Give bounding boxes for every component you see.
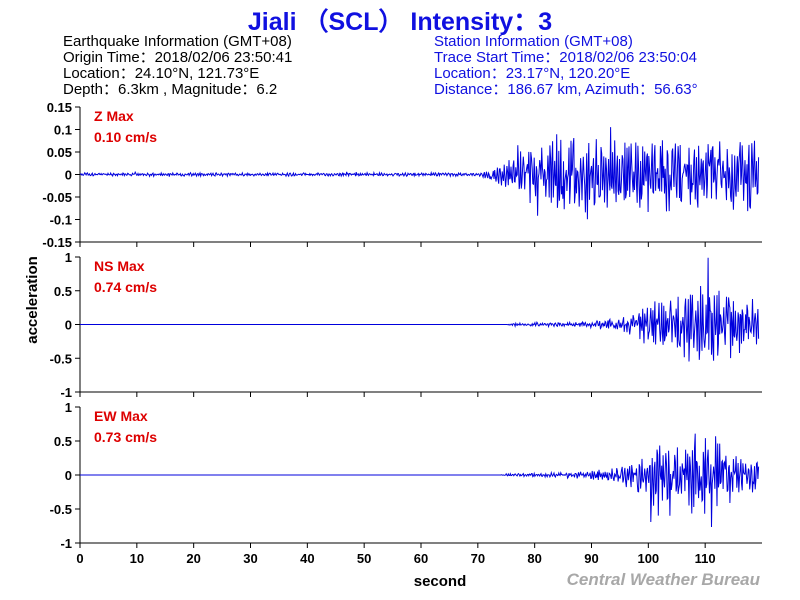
y-tick-label-0-5: 0.1 [54, 123, 72, 138]
x-tick-label-1: 10 [130, 551, 144, 566]
y-axis-title: acceleration [24, 256, 41, 344]
x-tick-label-6: 60 [414, 551, 428, 566]
x-tick-label-3: 30 [243, 551, 257, 566]
x-tick-label-4: 40 [300, 551, 314, 566]
y-tick-label-2-2: 0 [65, 468, 72, 483]
depth-magnitude: Depth：6.3km , Magnitude：6.2 [63, 81, 278, 98]
earthquake-info-heading: Earthquake Information (GMT+08) [63, 33, 292, 50]
station-info: Station Information (GMT+08) Trace Start… [434, 34, 698, 98]
panel-name-1: NS Max [94, 258, 145, 274]
trace-start-time: Trace Start Time：2018/02/06 23:50:04 [434, 49, 697, 66]
x-tick-label-2: 20 [186, 551, 200, 566]
y-tick-label-0-1: -0.1 [50, 213, 72, 228]
y-tick-label-2-0: -1 [60, 536, 72, 551]
x-tick-label-11: 110 [695, 551, 716, 566]
y-tick-label-0-3: 0 [65, 168, 72, 183]
y-tick-label-0-4: 0.05 [47, 145, 72, 160]
earthquake-location: Location：24.10°N, 121.73°E [63, 65, 260, 82]
panel-name-0: Z Max [94, 108, 134, 124]
y-tick-label-1-2: 0 [65, 318, 72, 333]
earthquake-info: Earthquake Information (GMT+08) Origin T… [63, 34, 292, 98]
panel-name-2: EW Max [94, 408, 148, 424]
y-tick-label-1-3: 0.5 [54, 284, 72, 299]
y-tick-label-0-6: 0.15 [47, 100, 72, 115]
waveform-ew [80, 433, 760, 528]
chart-title: Jiali （SCL） Intensity：3 [247, 8, 553, 36]
y-tick-label-1-1: -0.5 [50, 351, 72, 366]
y-tick-label-2-3: 0.5 [54, 434, 72, 449]
station-info-heading: Station Information (GMT+08) [434, 33, 633, 50]
panel-max-0: 0.10 cm/s [94, 129, 157, 145]
origin-time: Origin Time：2018/02/06 23:50:41 [63, 49, 293, 66]
station-location: Location：23.17°N, 120.20°E [434, 65, 631, 82]
y-tick-label-0-2: -0.05 [42, 190, 72, 205]
y-tick-label-2-1: -0.5 [50, 502, 72, 517]
x-tick-label-9: 90 [584, 551, 598, 566]
x-axis-title: second [414, 573, 467, 590]
y-tick-label-1-0: -1 [60, 385, 72, 400]
x-tick-label-8: 80 [527, 551, 541, 566]
waveform-z [79, 127, 760, 220]
panel-max-2: 0.73 cm/s [94, 429, 157, 445]
panel-max-1: 0.74 cm/s [94, 279, 157, 295]
credit-label: Central Weather Bureau [566, 570, 760, 589]
y-tick-label-2-4: 1 [65, 400, 72, 415]
x-tick-label-7: 70 [471, 551, 485, 566]
station-distance: Distance：186.67 km, Azimuth：56.63° [434, 81, 698, 98]
y-tick-label-0-0: -0.15 [42, 235, 72, 250]
x-tick-label-5: 50 [357, 551, 371, 566]
y-tick-label-1-4: 1 [65, 250, 72, 265]
x-tick-label-0: 0 [76, 551, 83, 566]
x-tick-label-10: 100 [637, 551, 659, 566]
waveform-ns [80, 257, 760, 362]
